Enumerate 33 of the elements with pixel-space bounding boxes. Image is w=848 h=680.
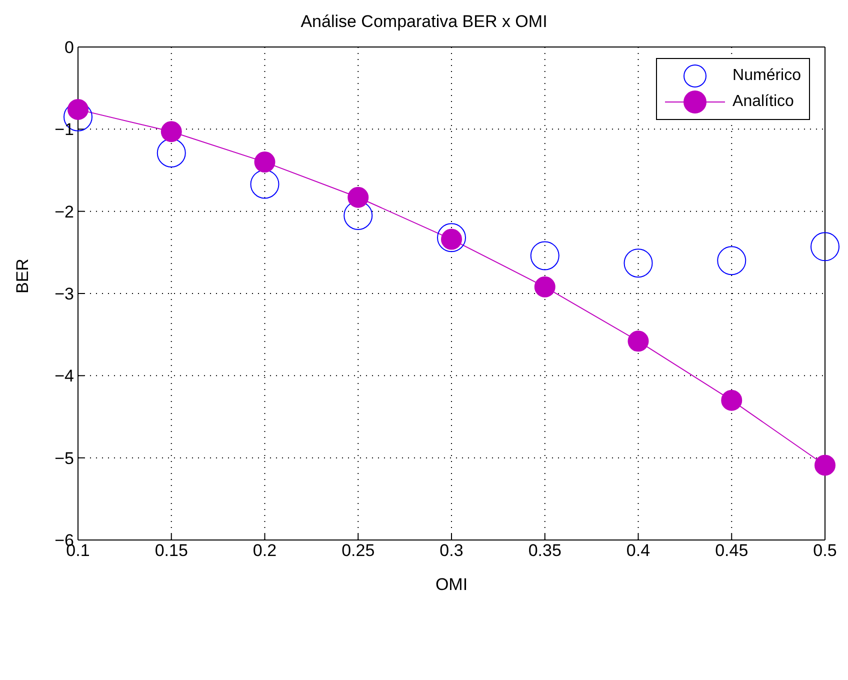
x-tick-label: 0.45 <box>715 541 748 560</box>
y-tick-label: −3 <box>54 284 74 304</box>
x-tick-label: 0.35 <box>528 541 562 560</box>
legend-label: Analítico <box>732 93 794 111</box>
point <box>628 330 649 352</box>
point <box>160 121 182 142</box>
point <box>717 246 746 276</box>
point <box>250 170 280 199</box>
point <box>156 138 186 168</box>
point <box>534 276 556 298</box>
y-tick-label: −4 <box>54 366 74 386</box>
y-axis-title: BER <box>13 258 32 294</box>
point <box>814 454 836 476</box>
point <box>624 248 653 278</box>
x-tick-label: 0.2 <box>252 541 277 560</box>
x-tick-label: 0.15 <box>154 541 188 560</box>
x-tick-label: 0.4 <box>626 541 650 560</box>
y-tick-label: −2 <box>54 202 74 222</box>
chart-title: Análise Comparativa BER x OMI <box>300 12 548 32</box>
y-tick-label: 0 <box>64 38 74 58</box>
y-tick-label: −5 <box>54 448 74 468</box>
x-tick-label: 0.3 <box>440 541 464 560</box>
legend-label: Numérico <box>732 67 801 85</box>
point <box>437 223 466 252</box>
point <box>530 241 560 270</box>
x-axis-title: OMI <box>435 575 468 594</box>
point <box>254 152 276 173</box>
point <box>721 390 742 411</box>
y-tick-label: −1 <box>54 120 74 140</box>
point <box>810 232 840 262</box>
x-tick-label: 0.25 <box>342 541 375 560</box>
x-tick-label: 0.5 <box>813 541 837 560</box>
point <box>348 186 369 208</box>
